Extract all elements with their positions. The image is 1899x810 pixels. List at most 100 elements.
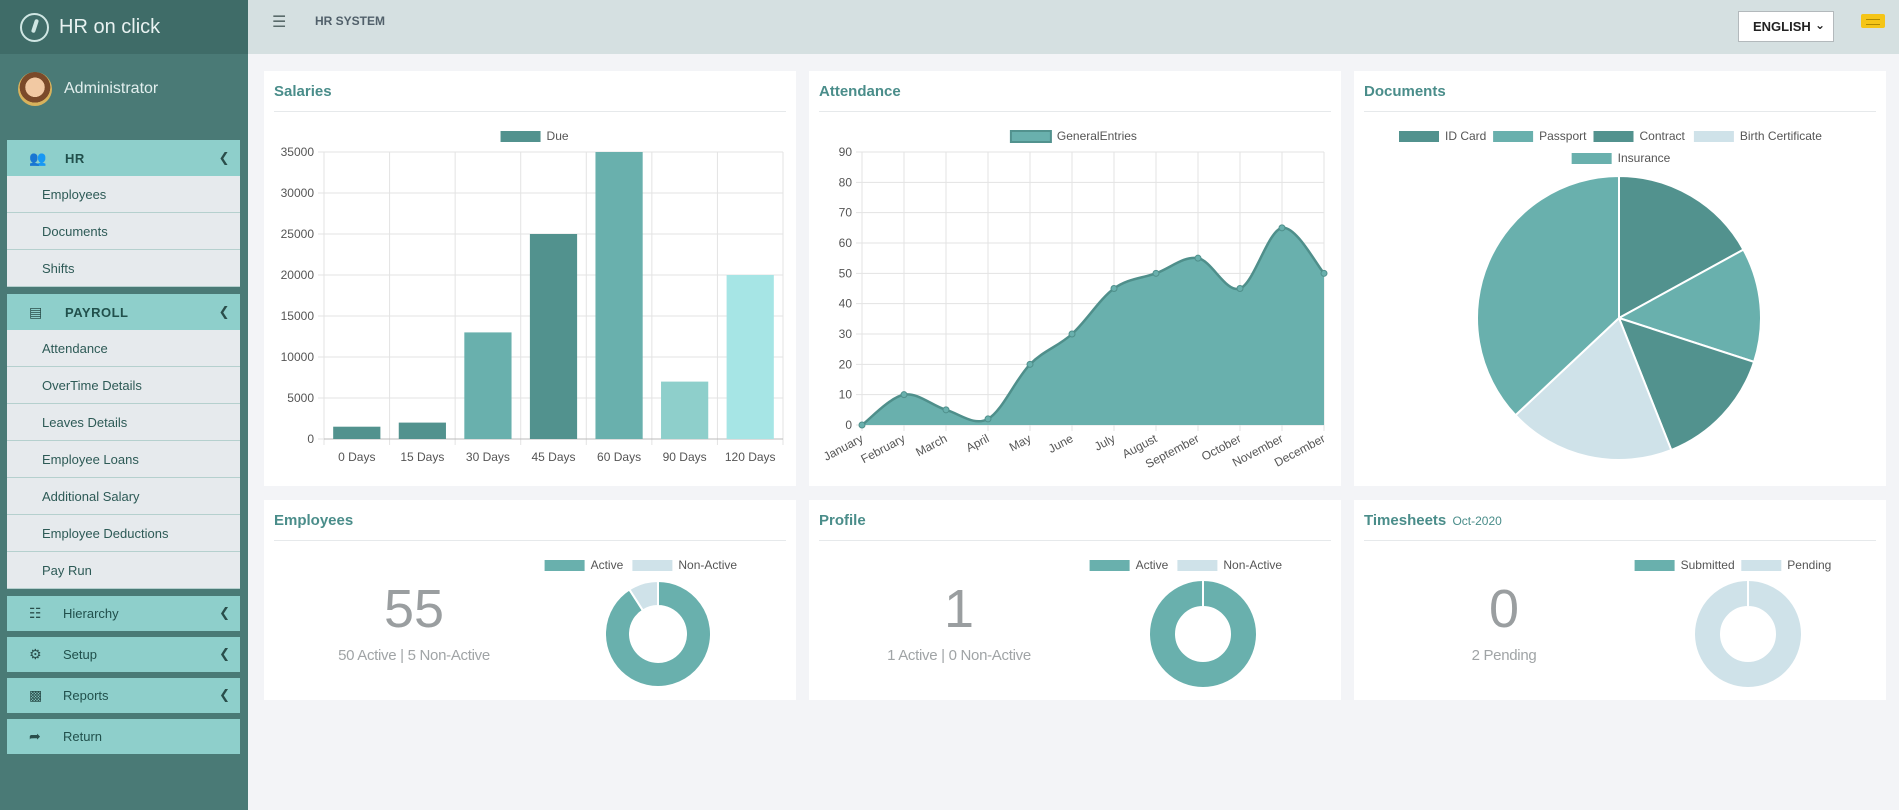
brand-logo-icon bbox=[20, 12, 49, 42]
y-tick-label: 0 bbox=[845, 418, 852, 432]
submenu-payroll: Attendance OverTime Details Leaves Detai… bbox=[7, 330, 240, 589]
x-tick-label: February bbox=[858, 431, 907, 466]
chevron-left-icon: ❮ bbox=[218, 150, 230, 165]
chevron-left-icon: ❮ bbox=[219, 605, 230, 620]
y-tick-label: 25000 bbox=[281, 227, 315, 241]
language-select[interactable]: ENGLISH ⌄ bbox=[1738, 11, 1834, 42]
sidebar-item-employee-loans[interactable]: Employee Loans bbox=[7, 441, 240, 478]
y-tick-label: 70 bbox=[839, 206, 853, 220]
data-point bbox=[1152, 269, 1160, 277]
bar bbox=[726, 275, 774, 439]
sidebar-item-employees[interactable]: Employees bbox=[7, 176, 240, 213]
card-timesheets: Timesheets Oct-2020 0 2 Pending Submitte… bbox=[1354, 500, 1886, 700]
sidebar-item-leaves-details[interactable]: Leaves Details bbox=[7, 404, 240, 441]
y-tick-label: 90 bbox=[839, 145, 853, 159]
divider bbox=[1364, 111, 1876, 112]
chevron-left-icon: ❮ bbox=[219, 646, 230, 661]
pie-slice bbox=[1616, 248, 1762, 364]
x-tick-label: March bbox=[913, 431, 949, 459]
sidebar-item-reports[interactable]: ▩ Reports ❮ bbox=[7, 678, 240, 713]
sidebar-item-additional-salary[interactable]: Additional Salary bbox=[7, 478, 240, 515]
y-tick-label: 20 bbox=[839, 357, 853, 371]
y-tick-label: 10 bbox=[839, 388, 853, 402]
data-point bbox=[900, 391, 908, 399]
gear-icon: ⚙ bbox=[29, 646, 42, 662]
attendance-chart: GeneralEntries 0 10 20 30 40 50 60 70 80 90 January… bbox=[821, 129, 1328, 471]
legend-swatch bbox=[1009, 130, 1052, 143]
data-point bbox=[1110, 285, 1118, 292]
sidebar-item-pay-run[interactable]: Pay Run bbox=[7, 552, 240, 589]
user-panel: Administrator bbox=[0, 54, 248, 124]
sign-out-icon: ➦ bbox=[29, 728, 41, 744]
divider bbox=[819, 111, 1331, 112]
legend-label: Insurance bbox=[1618, 151, 1671, 165]
sidebar: HR on click Administrator 👥 HR ❮ Employe… bbox=[0, 0, 248, 810]
data-point bbox=[1068, 330, 1076, 338]
bar bbox=[398, 422, 446, 439]
profile-donut-chart: Active Non-Active bbox=[1089, 558, 1282, 687]
sidebar-item-hierarchy[interactable]: ☷ Hierarchy ❮ bbox=[7, 596, 240, 631]
sidebar-item-setup[interactable]: ⚙ Setup ❮ bbox=[7, 637, 240, 672]
legend-swatch bbox=[1634, 560, 1675, 571]
menu-head-payroll[interactable]: ▤ PAYROLL ❮ bbox=[7, 294, 240, 330]
legend-swatch bbox=[632, 560, 673, 571]
sidebar-item-return[interactable]: ➦ Return bbox=[7, 719, 240, 754]
brand[interactable]: HR on click bbox=[0, 0, 248, 54]
sidebar-item-label: Hierarchy bbox=[63, 606, 119, 621]
x-tick-label: January bbox=[821, 431, 865, 463]
menu-toggle-icon[interactable]: ☰ bbox=[272, 14, 287, 31]
legend-label: Passport bbox=[1539, 129, 1587, 143]
menu-item-hierarchy: ☷ Hierarchy ❮ bbox=[7, 596, 240, 631]
menu-group-hr: 👥 HR ❮ Employees Documents Shifts bbox=[7, 140, 240, 287]
x-tick-label: 120 Days bbox=[725, 450, 776, 464]
language-value: ENGLISH bbox=[1753, 19, 1811, 34]
menu-head-hr[interactable]: 👥 HR ❮ bbox=[7, 140, 240, 176]
sidebar-item-employee-deductions[interactable]: Employee Deductions bbox=[7, 515, 240, 552]
chevron-left-icon: ❮ bbox=[218, 304, 230, 319]
pie-slice bbox=[1617, 316, 1756, 452]
x-tick-label: 60 Days bbox=[597, 450, 641, 464]
sidebar-item-label: Return bbox=[63, 729, 103, 744]
documents-chart: ID Card Passport Contract Birth Certificate… bbox=[1399, 129, 1822, 461]
sidebar-item-attendance[interactable]: Attendance bbox=[7, 330, 240, 367]
card-title: Documents bbox=[1364, 83, 1446, 100]
divider bbox=[1364, 540, 1876, 541]
y-tick-label: 60 bbox=[839, 236, 853, 250]
legend-label: Due bbox=[547, 129, 569, 143]
employees-subtext: 50 Active | 5 Non-Active bbox=[338, 647, 490, 664]
bar bbox=[529, 234, 578, 439]
chevron-left-icon: ❮ bbox=[219, 687, 230, 702]
chevron-down-icon: ⌄ bbox=[1814, 18, 1825, 32]
y-tick-label: 10000 bbox=[281, 350, 315, 364]
legend-swatch bbox=[1693, 131, 1734, 142]
legend-label: Non-Active bbox=[1223, 558, 1282, 572]
sidebar-item-shifts[interactable]: Shifts bbox=[7, 250, 240, 287]
card-title: Attendance bbox=[819, 83, 901, 100]
menu-head-label: HR bbox=[65, 150, 85, 166]
y-tick-label: 30 bbox=[839, 327, 853, 341]
pie-slice bbox=[604, 579, 712, 688]
y-tick-label: 35000 bbox=[281, 145, 315, 159]
data-point bbox=[1026, 360, 1034, 368]
sidebar-item-overtime-details[interactable]: OverTime Details bbox=[7, 367, 240, 404]
x-tick-label: 45 Days bbox=[531, 450, 575, 464]
legend-swatch bbox=[1177, 560, 1218, 571]
header-title: HR SYSTEM bbox=[315, 14, 386, 28]
y-tick-label: 5000 bbox=[287, 391, 314, 405]
profile-count: 1 bbox=[943, 579, 975, 639]
card-documents: Documents ID Card Passport Contract Birth C… bbox=[1354, 71, 1886, 486]
y-tick-label: 40 bbox=[839, 297, 853, 311]
legend-label: Active bbox=[1136, 558, 1169, 572]
y-tick-label: 15000 bbox=[281, 309, 315, 323]
data-point bbox=[1278, 224, 1286, 232]
card-attendance: Attendance GeneralEntries 0 10 20 30 40 50 60 70… bbox=[809, 71, 1341, 486]
bar bbox=[333, 426, 381, 439]
employees-donut-chart: Active Non-Active bbox=[544, 558, 737, 688]
sidebar-item-documents[interactable]: Documents bbox=[7, 213, 240, 250]
flag-icon[interactable] bbox=[1861, 14, 1885, 28]
data-point bbox=[984, 415, 992, 423]
pie-slice bbox=[1618, 174, 1745, 320]
legend-label: Pending bbox=[1787, 558, 1831, 572]
data-point bbox=[942, 406, 950, 414]
users-icon: 👥 bbox=[29, 149, 47, 166]
